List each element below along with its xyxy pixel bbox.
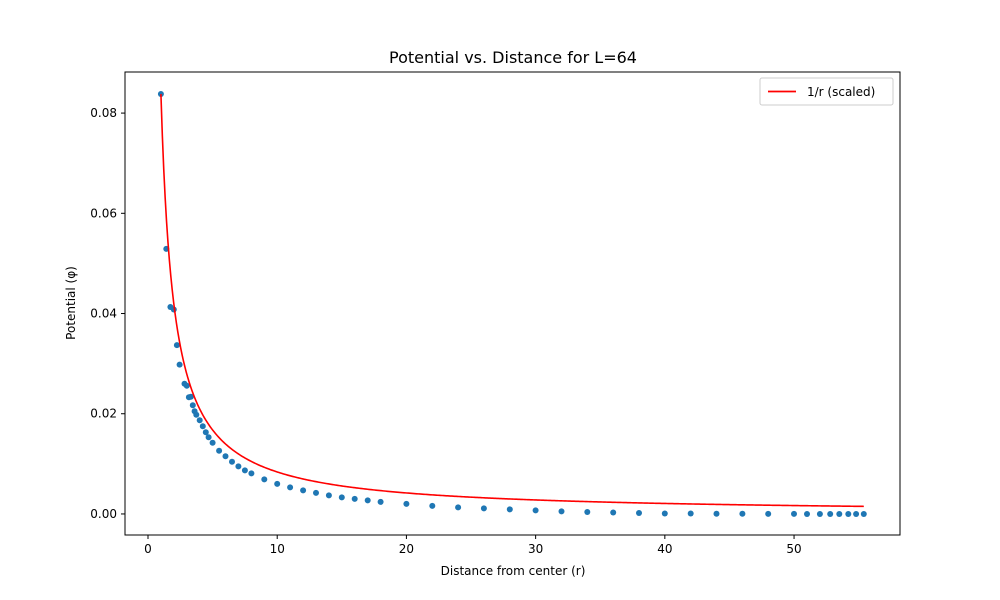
scatter-point (636, 510, 642, 516)
x-tick-label: 40 (657, 542, 672, 556)
legend-label: 1/r (scaled) (807, 85, 875, 99)
y-tick-label: 0.02 (90, 407, 117, 421)
scatter-point (584, 509, 591, 515)
scatter-point (193, 411, 200, 418)
y-tick-label: 0.06 (90, 206, 117, 220)
scatter-point (196, 417, 203, 424)
x-tick-label: 30 (528, 542, 543, 556)
scatter-point (765, 510, 772, 517)
legend: 1/r (scaled) (759, 77, 894, 106)
scatter-point (189, 402, 196, 409)
scatter-point (300, 487, 307, 494)
scatter-point (429, 502, 436, 509)
scatter-point (791, 510, 797, 517)
y-tick-label: 0.08 (90, 106, 117, 120)
scatter-point (661, 510, 668, 517)
scatter-point (455, 504, 462, 511)
scatter-point (216, 447, 223, 454)
scatter-point (187, 393, 194, 400)
scatter-point (506, 506, 513, 513)
scatter-point (229, 458, 235, 465)
scatter-point (173, 342, 180, 349)
scatter-point (558, 508, 565, 515)
scatter-point (403, 500, 410, 507)
scatter-point (739, 510, 746, 517)
scatter-point (804, 511, 810, 517)
scatter-point (845, 511, 852, 517)
axes: 0 10 20 30 40 50 0.00 0.02 0.04 0.06 0.08 (90, 71, 901, 556)
y-tick-label: 0.04 (90, 307, 117, 321)
scatter-point (274, 480, 281, 487)
scatter-point (205, 434, 212, 441)
scatter-point (687, 510, 694, 517)
scatter-point (816, 511, 823, 517)
scatter-point (351, 495, 358, 502)
scatter-point (287, 484, 294, 491)
scatter-point (532, 507, 539, 514)
scatter-point (241, 467, 248, 474)
x-tick-label: 50 (786, 542, 801, 556)
scatter-point (860, 511, 867, 517)
scatter-point (853, 511, 860, 517)
scatter-point (176, 361, 183, 368)
y-axis-label: Potential (φ) (64, 266, 78, 340)
scatter-point (325, 492, 332, 499)
scatter-point (364, 497, 371, 504)
scatter-point (183, 382, 190, 389)
y-tick-label: 0.00 (90, 507, 117, 521)
scatter-point (713, 510, 720, 517)
scatter-point (836, 511, 843, 517)
chart-title: Potential vs. Distance for L=64 (389, 48, 637, 67)
scatter-point (377, 498, 384, 505)
scatter-point (827, 511, 834, 517)
scatter-point (199, 423, 206, 430)
scatter-point (313, 489, 319, 496)
series-line-1-over-r (160, 94, 864, 508)
scatter-point (202, 429, 209, 436)
x-tick-label: 20 (399, 542, 414, 556)
axes-frame (124, 71, 901, 536)
x-axis-label: Distance from center (r) (441, 564, 586, 578)
x-tick-label: 10 (270, 542, 285, 556)
legend-frame (759, 77, 894, 106)
scatter-point (338, 494, 345, 501)
scatter-point (157, 91, 164, 97)
scatter-point (209, 439, 216, 446)
scatter-point (480, 505, 487, 512)
plot-area (157, 91, 867, 517)
scatter-point (222, 453, 229, 460)
scatter-point (610, 509, 617, 516)
scatter-point (235, 463, 242, 470)
scatter-point (248, 470, 255, 477)
scatter-point (261, 476, 268, 483)
x-tick-label: 0 (144, 542, 152, 556)
